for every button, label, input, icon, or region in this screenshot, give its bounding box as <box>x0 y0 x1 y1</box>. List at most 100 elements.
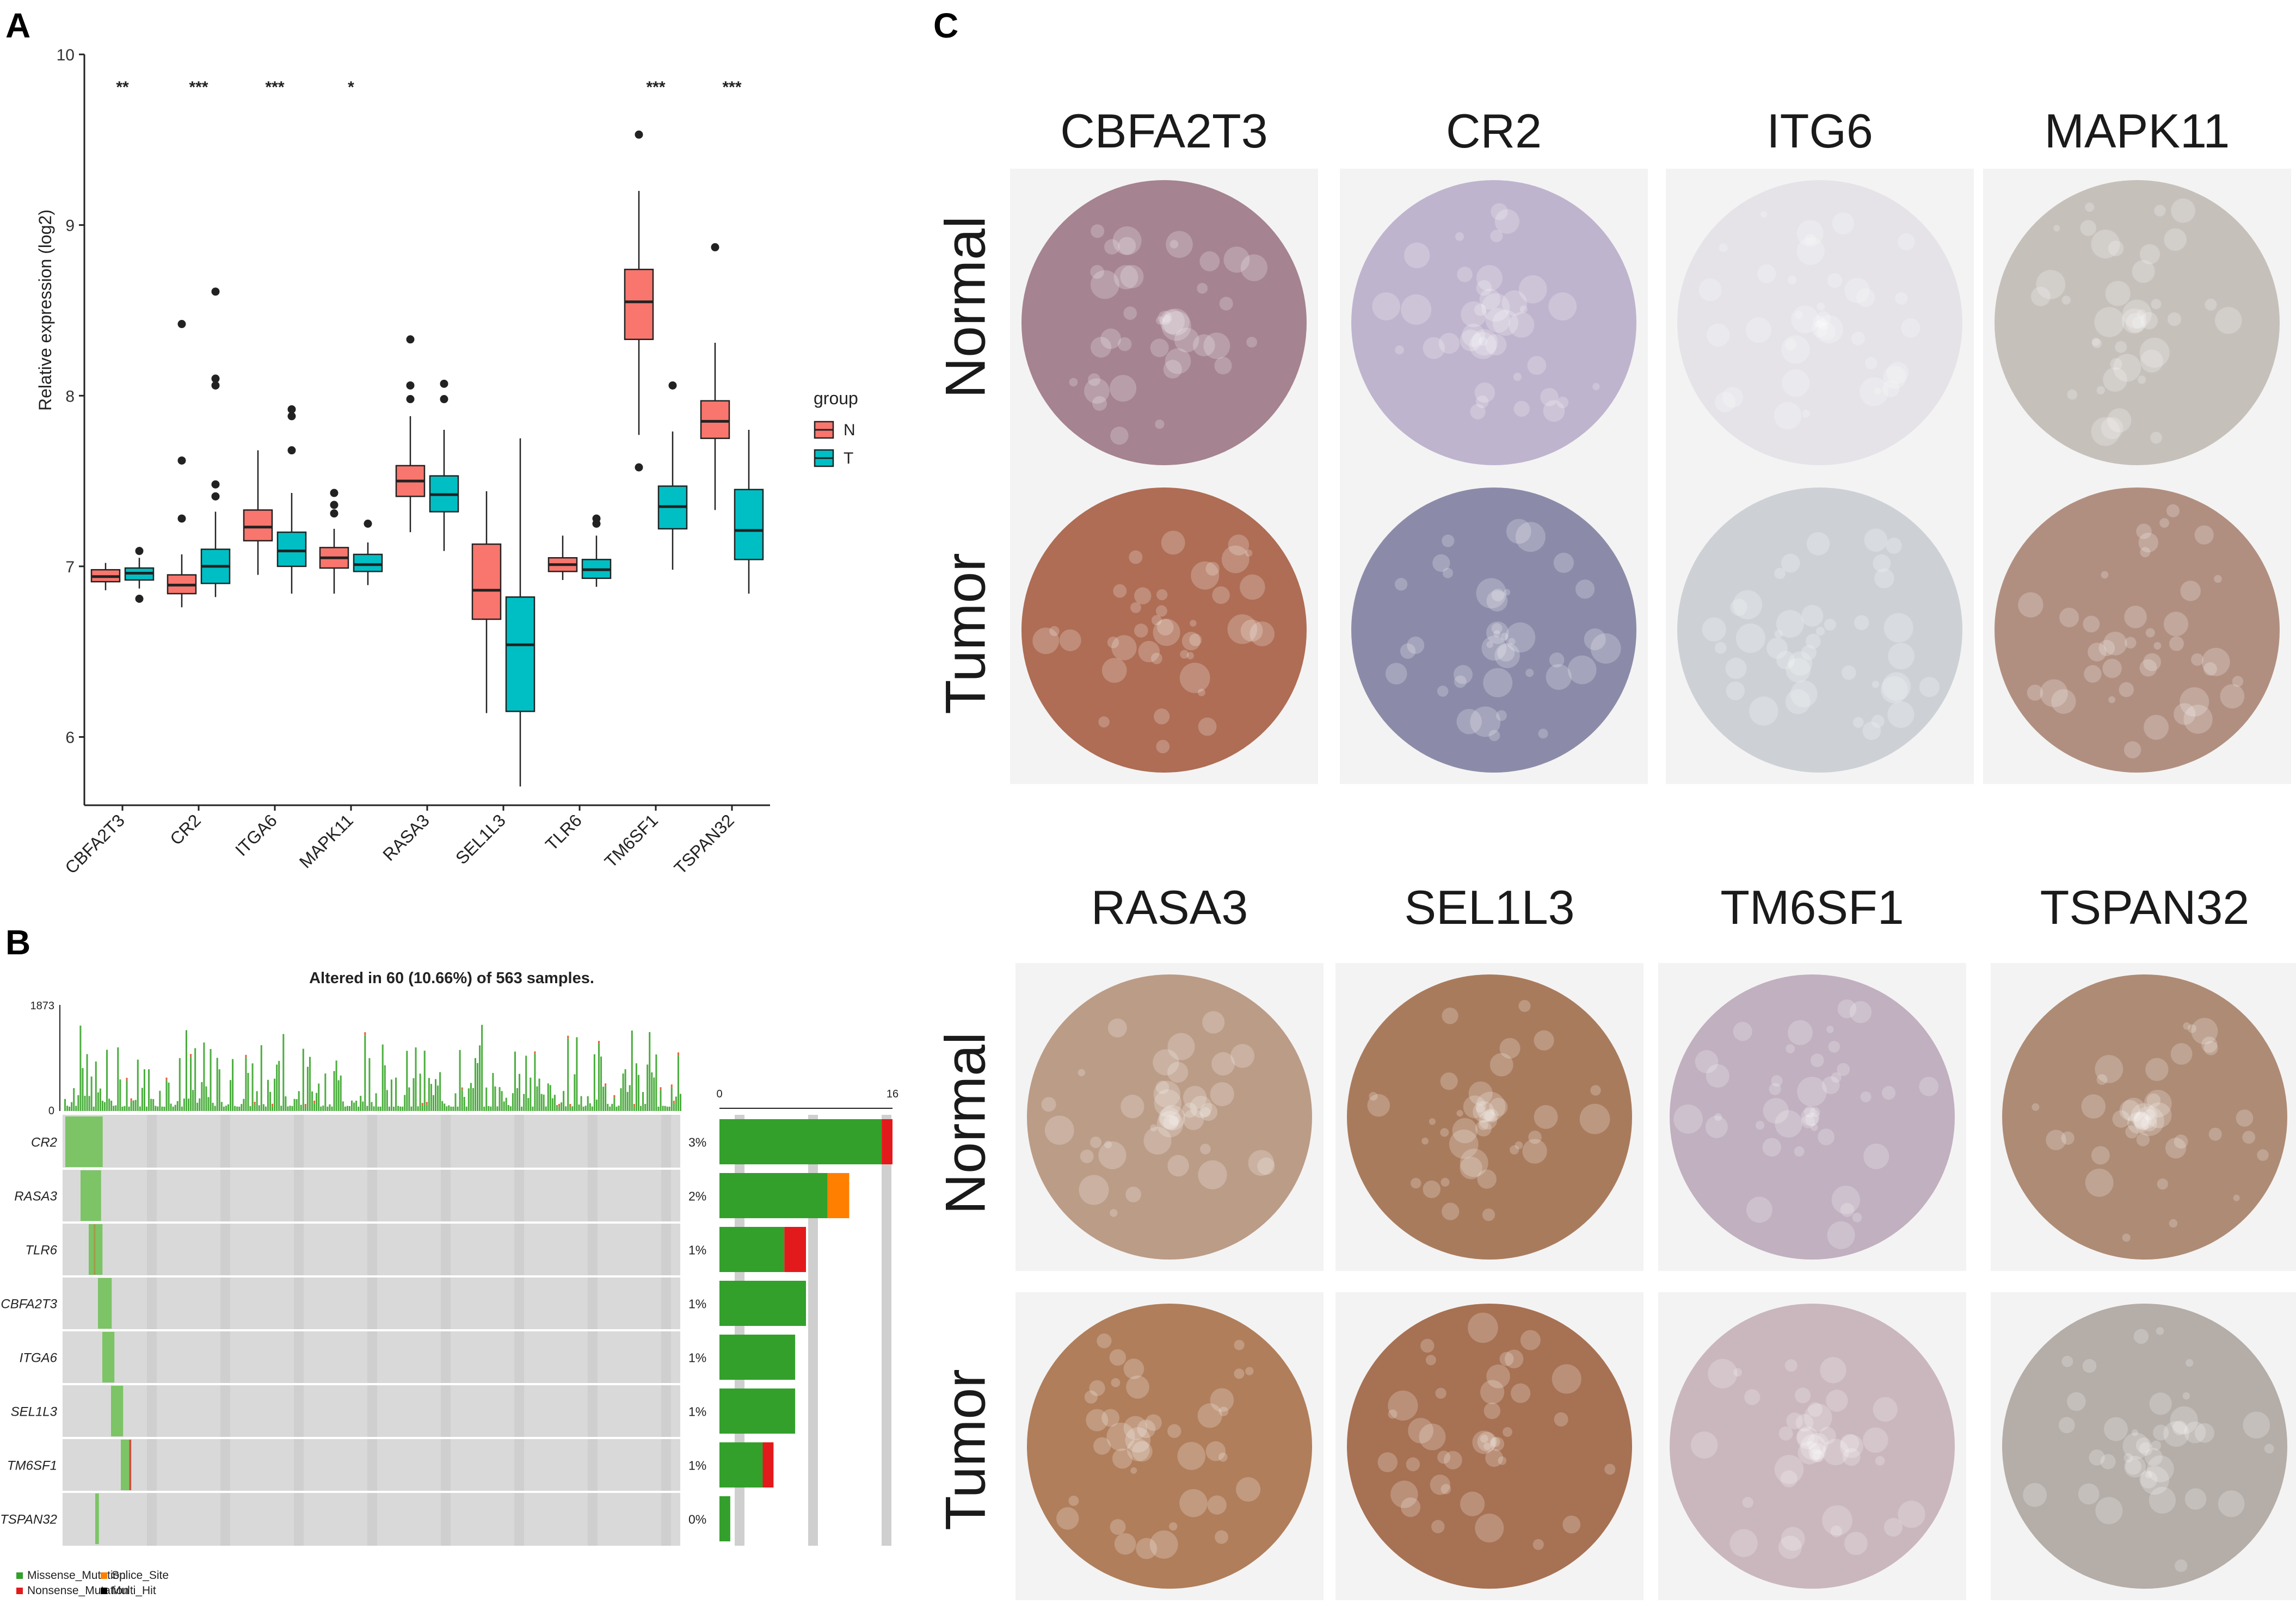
mutation-cell <box>69 1116 71 1167</box>
mutation-cell <box>90 1170 93 1221</box>
tissue-core <box>2002 974 2287 1260</box>
tissue-core <box>1351 180 1636 465</box>
ihc-normal-top-2 <box>1666 169 1974 477</box>
tissue-texture <box>1519 305 1528 313</box>
sample-bar <box>647 1064 649 1111</box>
mutation-cell <box>95 1493 97 1544</box>
sample-bar <box>320 1106 322 1111</box>
tissue-texture <box>2122 299 2152 329</box>
tissue-texture <box>1078 1069 1085 1077</box>
sample-bar <box>631 1030 633 1111</box>
tissue-texture <box>1742 1497 1753 1508</box>
significance-label: *** <box>646 78 665 96</box>
tissue-texture <box>1110 427 1129 445</box>
tissue-texture <box>1562 1515 1581 1534</box>
sample-bar <box>199 1098 201 1111</box>
tissue-texture <box>2169 1219 2178 1228</box>
tissue-texture <box>2144 1448 2163 1466</box>
tissue-texture <box>1785 689 1811 714</box>
tissue-texture <box>2146 1102 2172 1128</box>
tissue-texture <box>1246 336 1258 348</box>
tissue-texture <box>2137 309 2146 319</box>
tissue-texture <box>1842 1448 1861 1466</box>
sample-bar <box>639 1106 642 1111</box>
tissue-texture <box>1864 528 1888 552</box>
mutation-cell <box>77 1116 79 1167</box>
tissue-texture <box>1134 587 1152 604</box>
tissue-texture <box>1136 1538 1158 1559</box>
tissue-texture <box>1762 1138 1781 1157</box>
sample-bar <box>553 1095 556 1111</box>
tissue-texture <box>1123 1416 1148 1440</box>
tissue-texture <box>2131 1103 2158 1130</box>
tissue-texture <box>2135 1437 2152 1453</box>
tissue-texture <box>1852 1212 1862 1223</box>
sample-bar <box>677 1055 679 1111</box>
tissue-texture <box>2143 653 2161 671</box>
sample-bar <box>137 1059 139 1111</box>
tissue-texture <box>1803 1106 1815 1118</box>
sample-bar <box>234 1106 236 1111</box>
tissue-texture <box>1137 1419 1156 1439</box>
sample-bar <box>532 1106 534 1111</box>
tissue-texture <box>1854 615 1869 631</box>
sample-bar <box>262 1104 264 1111</box>
sample-bar <box>525 1056 527 1111</box>
percent-label: 1% <box>688 1459 706 1473</box>
tissue-texture <box>1444 1451 1462 1470</box>
sample-bar <box>574 1074 576 1111</box>
tissue-texture <box>1491 588 1505 602</box>
tissue-texture <box>2163 612 2189 637</box>
sample-bar <box>402 1106 404 1111</box>
tissue-texture <box>2183 705 2213 734</box>
tissue-texture <box>1162 308 1190 336</box>
mutation-cell <box>92 1170 95 1221</box>
tissue-texture <box>1100 328 1121 349</box>
mutation-cell <box>95 1116 98 1167</box>
tissue-texture <box>1480 1380 1505 1404</box>
tissue-texture <box>1781 1527 1805 1551</box>
sample-bar <box>377 1106 379 1111</box>
outlier-point <box>330 489 338 497</box>
sample-bar <box>602 1087 605 1111</box>
sample-bar <box>249 1106 251 1111</box>
sample-bar <box>93 1106 95 1111</box>
sample-bar <box>503 1101 505 1111</box>
sample-bar <box>285 1096 287 1111</box>
sample-bar <box>375 1093 377 1111</box>
sample-bar <box>430 1084 432 1111</box>
tissue-texture <box>2061 1355 2073 1367</box>
percent-label: 0% <box>688 1513 706 1527</box>
tissue-texture <box>1125 1427 1151 1453</box>
tissue-texture <box>1437 686 1449 697</box>
sample-bar <box>264 1106 267 1111</box>
sample-bar <box>333 1071 335 1111</box>
sample-bar <box>73 1088 75 1111</box>
tissue-texture <box>2147 1455 2174 1483</box>
tissue-texture <box>2154 205 2166 217</box>
tissue-texture <box>2131 1429 2139 1436</box>
sample-bar <box>598 1044 600 1111</box>
tissue-texture <box>1726 681 1745 700</box>
tissue-texture <box>2058 1417 2075 1434</box>
sample-bar <box>444 1103 446 1111</box>
significance-label: *** <box>189 78 208 96</box>
sample-bar <box>454 1093 457 1111</box>
tissue-texture <box>1513 373 1522 381</box>
sample-bar <box>509 1106 512 1111</box>
mutation-cell <box>127 1440 130 1490</box>
tissue-texture <box>2218 1490 2245 1517</box>
sample-bar <box>600 1056 602 1111</box>
sample-bar <box>150 1098 152 1111</box>
tissue-texture <box>1369 1091 1378 1101</box>
tissue-texture <box>1817 319 1829 330</box>
tissue-texture <box>1520 1330 1541 1350</box>
tissue-texture <box>1785 338 1797 350</box>
sample-bar <box>673 1103 675 1111</box>
tissue-texture <box>1733 1368 1742 1377</box>
sample-bar <box>241 1104 243 1111</box>
outlier-point <box>406 335 415 344</box>
tissue-texture <box>2191 653 2203 666</box>
sample-bar <box>282 1034 285 1111</box>
tissue-texture <box>1805 233 1816 245</box>
